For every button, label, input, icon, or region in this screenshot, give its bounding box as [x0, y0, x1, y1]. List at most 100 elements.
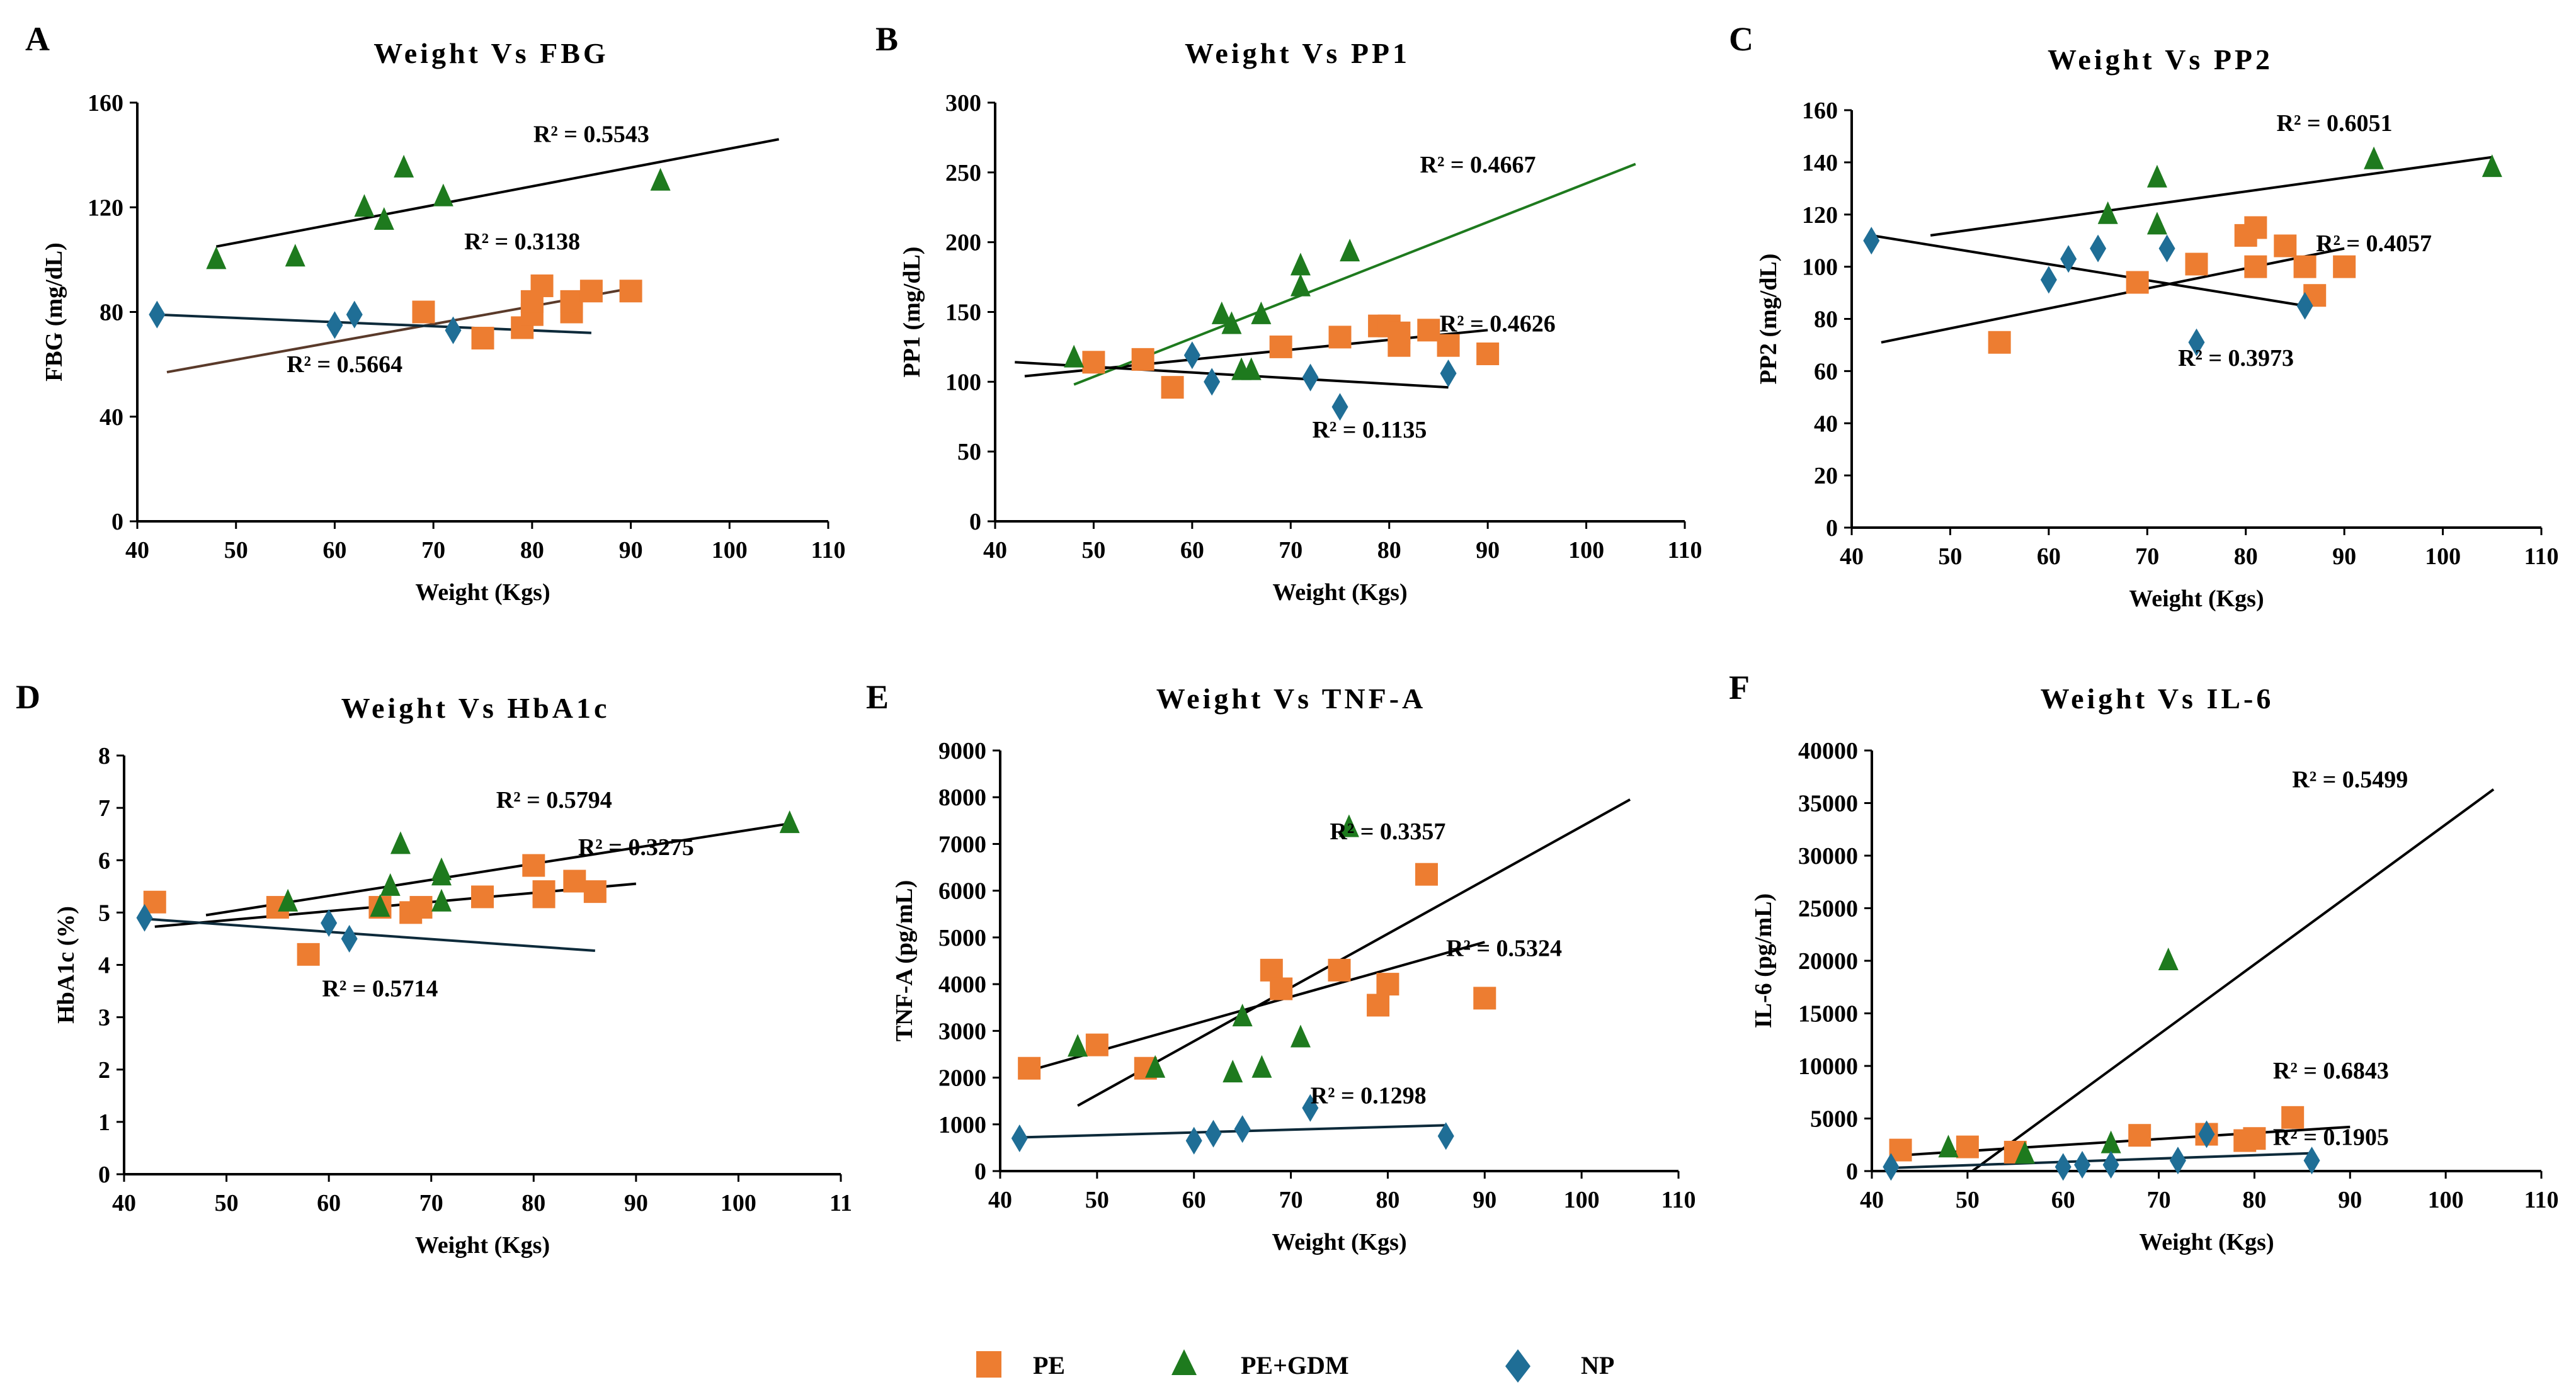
x-tick-label: 50 [1956, 1187, 1980, 1213]
data-point [380, 873, 401, 896]
data-point [1290, 1024, 1311, 1048]
series-np [136, 903, 358, 953]
r-squared-label: R² = 0.5324 [1446, 936, 1562, 962]
y-tick-label: 1 [98, 1109, 110, 1136]
r-squared-label: R² = 0.5543 [533, 121, 649, 147]
data-point [2126, 271, 2149, 294]
trendline-pegdm [1930, 156, 2493, 237]
data-point [2244, 216, 2267, 239]
data-point [297, 943, 320, 966]
panel-b: B Weight Vs PP1 40 50 60 70 80 90 100 110 0 50 100 15… [875, 20, 1702, 606]
data-point [1145, 1055, 1166, 1078]
x-tick-label: 100 [1568, 537, 1604, 564]
y-tick-label: 2000 [938, 1065, 986, 1092]
trendline-np [1871, 234, 2305, 307]
data-point [1082, 351, 1105, 374]
x-tick-label: 70 [1279, 1187, 1303, 1213]
x-tick-label: 100 [721, 1190, 756, 1216]
x-tick-label: 90 [1476, 537, 1500, 564]
data-point [1863, 227, 1880, 255]
legend-label: PE+GDM [1241, 1351, 1349, 1379]
y-tick-label: 5000 [1810, 1106, 1858, 1133]
x-tick-label: 90 [624, 1190, 648, 1216]
x-tick-label: 90 [619, 537, 643, 564]
data-point [1251, 1055, 1272, 1078]
data-point [1417, 319, 1440, 342]
series-pegdm [278, 810, 800, 917]
data-point [2060, 245, 2077, 273]
y-tick-label: 0 [969, 509, 981, 535]
data-point [1437, 1122, 1454, 1150]
legend-diamond-icon [1505, 1349, 1530, 1383]
y-tick-label: 0 [1826, 515, 1838, 541]
y-tick-label: 80 [100, 300, 123, 326]
trendline-pegdm [1077, 798, 1631, 1107]
legend-label: NP [1581, 1351, 1614, 1379]
trendline-pe [154, 882, 637, 928]
data-point [1234, 1115, 1251, 1143]
series-pegdm [1064, 239, 1360, 380]
data-point [136, 903, 153, 932]
x-tick-label: 110 [1661, 1187, 1696, 1213]
data-point [2055, 1153, 2072, 1181]
data-point [1956, 1135, 1979, 1158]
y-tick-label: 20000 [1798, 948, 1858, 975]
y-axis-label: PP2 (mg/dL) [1755, 254, 1782, 385]
data-point [431, 863, 452, 886]
data-point [2303, 1147, 2320, 1175]
data-point [1376, 973, 1399, 996]
y-axis-label: HbA1c (%) [53, 906, 79, 1024]
panel-letter: B [875, 20, 898, 58]
x-axis-label: Weight (Kgs) [2139, 1229, 2274, 1255]
y-tick-label: 6 [98, 847, 110, 874]
data-point [2102, 1150, 2119, 1179]
series-np [1863, 227, 2313, 356]
x-tick-label: 70 [2135, 543, 2159, 570]
x-tick-label: 110 [2524, 1187, 2559, 1213]
y-tick-label: 4 [98, 953, 110, 979]
data-point [2097, 201, 2118, 224]
data-point [1251, 301, 1272, 324]
x-tick-label: 60 [2037, 543, 2061, 570]
legend-triangle-icon [1171, 1349, 1197, 1375]
legend-label: PE [1033, 1351, 1065, 1379]
data-point [1161, 376, 1184, 399]
x-tick-label: 100 [1564, 1187, 1600, 1213]
y-axis-label: TNF-A (pg/mL) [891, 880, 918, 1042]
data-point [1328, 958, 1351, 982]
y-tick-label: 35000 [1798, 791, 1858, 817]
x-tick-label: 80 [2242, 1187, 2266, 1213]
data-point [619, 280, 642, 303]
data-point [1331, 393, 1348, 421]
y-tick-label: 140 [1802, 150, 1838, 176]
r-squared-label: R² = 0.4057 [2316, 230, 2432, 257]
data-point [2198, 1120, 2215, 1148]
y-tick-label: 40 [100, 404, 123, 431]
data-point [2188, 328, 2205, 356]
data-point [1440, 360, 1457, 388]
r-squared-label: R² = 0.5794 [496, 787, 612, 813]
data-point [2146, 164, 2167, 188]
y-tick-label: 60 [1814, 358, 1838, 385]
r-squared-label: R² = 0.3973 [2178, 345, 2294, 371]
data-point [563, 869, 586, 893]
r-squared-label: R² = 0.1298 [1311, 1082, 1427, 1109]
r-squared-label: R² = 0.3275 [578, 834, 694, 861]
y-tick-label: 7 [98, 795, 110, 822]
y-axis-label: FBG (mg/dL) [41, 242, 67, 382]
data-point [2040, 266, 2057, 294]
x-tick-label: 90 [2332, 543, 2356, 570]
data-point [471, 885, 494, 909]
y-tick-label: 5000 [938, 925, 986, 951]
y-tick-label: 10000 [1798, 1053, 1858, 1080]
data-point [1302, 1094, 1319, 1122]
x-tick-label: 70 [419, 1190, 443, 1216]
x-tick-label: 80 [521, 1190, 545, 1216]
data-point [1476, 343, 1500, 365]
panel-letter: D [16, 678, 40, 716]
data-point [1018, 1056, 1041, 1080]
x-tick-label: 110 [2524, 543, 2559, 570]
chart-title: Weight Vs HbA1c [341, 692, 610, 724]
data-point [1269, 335, 1292, 358]
